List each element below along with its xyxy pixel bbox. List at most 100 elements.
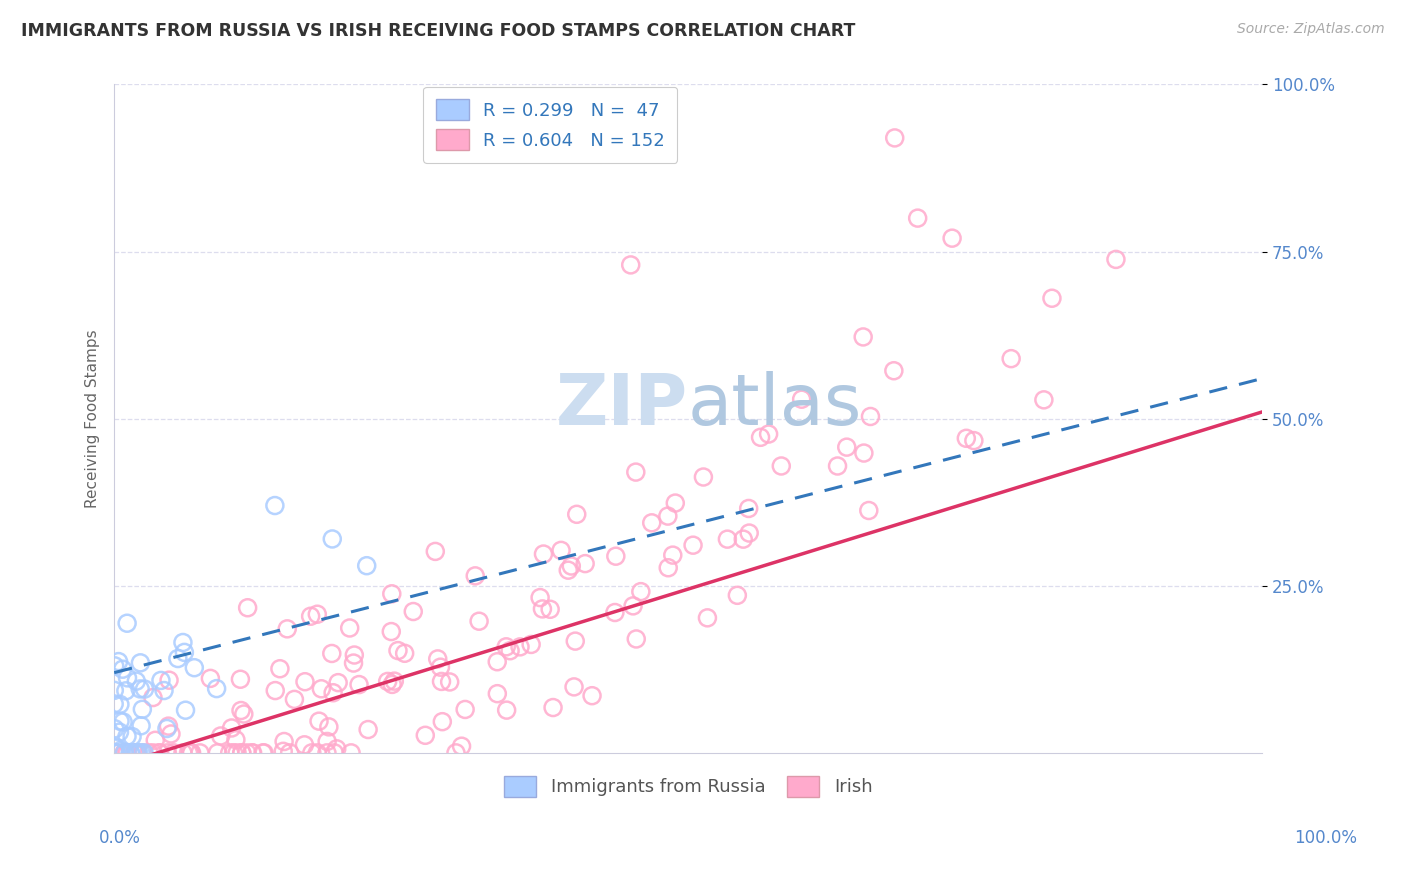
Point — [624, 465, 647, 479]
Point — [301, 746, 323, 760]
Point — [221, 721, 243, 735]
Point — [229, 672, 252, 686]
Point — [299, 609, 322, 624]
Point — [180, 746, 202, 760]
Point — [112, 746, 135, 760]
Point — [115, 729, 138, 743]
Point — [520, 637, 543, 651]
Point — [626, 632, 648, 646]
Point — [138, 746, 160, 760]
Text: IMMIGRANTS FROM RUSSIA VS IRISH RECEIVING FOOD STAMPS CORRELATION CHART: IMMIGRANTS FROM RUSSIA VS IRISH RECEIVIN… — [21, 22, 855, 40]
Y-axis label: Receiving Food Stamps: Receiving Food Stamps — [86, 329, 100, 508]
Point — [104, 658, 127, 673]
Point — [955, 431, 977, 445]
Text: 100.0%: 100.0% — [1294, 829, 1357, 847]
Point — [356, 558, 378, 573]
Point — [1040, 291, 1063, 305]
Point — [429, 660, 451, 674]
Point — [382, 674, 405, 689]
Point — [402, 605, 425, 619]
Point — [128, 746, 150, 760]
Point — [225, 732, 247, 747]
Point — [413, 728, 436, 742]
Point — [557, 563, 579, 577]
Point — [231, 746, 253, 760]
Point — [183, 661, 205, 675]
Point — [103, 746, 125, 760]
Point — [222, 746, 245, 760]
Point — [343, 648, 366, 662]
Point — [108, 698, 131, 712]
Point — [127, 746, 149, 760]
Point — [790, 392, 813, 407]
Point — [859, 409, 882, 424]
Point — [157, 673, 180, 688]
Point — [142, 690, 165, 705]
Point — [172, 746, 194, 760]
Point — [172, 635, 194, 649]
Point — [323, 746, 346, 760]
Point — [560, 559, 582, 574]
Legend: Immigrants from Russia, Irish: Immigrants from Russia, Irish — [496, 769, 880, 804]
Point — [129, 656, 152, 670]
Point — [271, 744, 294, 758]
Point — [107, 655, 129, 669]
Point — [125, 746, 148, 760]
Point — [377, 674, 399, 689]
Point — [439, 675, 461, 690]
Point — [167, 651, 190, 665]
Point — [115, 683, 138, 698]
Point — [621, 599, 644, 613]
Point — [835, 440, 858, 454]
Point — [236, 746, 259, 760]
Point — [218, 746, 240, 760]
Point — [852, 330, 875, 344]
Point — [307, 746, 329, 760]
Point — [531, 602, 554, 616]
Point — [180, 746, 202, 760]
Point — [134, 681, 156, 696]
Point — [129, 719, 152, 733]
Point — [232, 706, 254, 721]
Point — [104, 746, 127, 760]
Point — [737, 501, 759, 516]
Point — [105, 746, 128, 760]
Point — [733, 532, 755, 546]
Point — [307, 607, 329, 622]
Point — [468, 614, 491, 628]
Point — [121, 730, 143, 744]
Point — [205, 681, 228, 696]
Point — [529, 591, 551, 605]
Point — [533, 547, 555, 561]
Point — [142, 746, 165, 760]
Point — [664, 496, 686, 510]
Point — [550, 543, 572, 558]
Point — [725, 588, 748, 602]
Point — [229, 704, 252, 718]
Point — [495, 640, 517, 654]
Point — [311, 681, 333, 696]
Point — [318, 720, 340, 734]
Point — [565, 508, 588, 522]
Point — [1105, 252, 1128, 267]
Point — [444, 746, 467, 760]
Point — [103, 683, 125, 698]
Text: atlas: atlas — [688, 371, 862, 440]
Point — [430, 674, 453, 689]
Point — [316, 734, 339, 748]
Point — [131, 702, 153, 716]
Point — [132, 746, 155, 760]
Point — [454, 702, 477, 716]
Point — [157, 719, 180, 733]
Point — [104, 722, 127, 736]
Point — [827, 458, 849, 473]
Point — [450, 739, 472, 754]
Point — [156, 722, 179, 736]
Point — [657, 561, 679, 575]
Point — [316, 746, 339, 760]
Point — [738, 526, 761, 541]
Point — [381, 677, 404, 691]
Point — [207, 746, 229, 760]
Point — [339, 621, 361, 635]
Text: ZIP: ZIP — [555, 371, 688, 440]
